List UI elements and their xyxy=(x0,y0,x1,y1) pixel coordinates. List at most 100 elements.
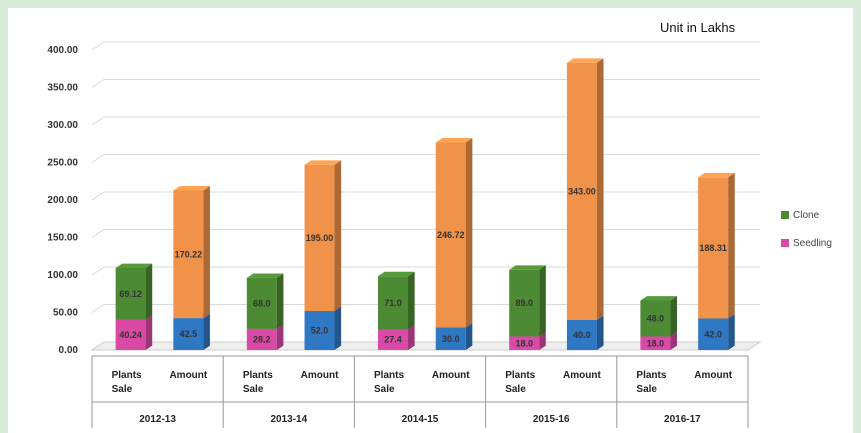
subcategory-label: Plants xyxy=(374,370,404,381)
amount-high-bar-side xyxy=(728,172,735,319)
gridline-depth xyxy=(91,191,105,201)
subcategory-label: Sale xyxy=(112,384,133,395)
gridline-depth xyxy=(91,304,105,313)
legend-label: Seedling xyxy=(793,238,832,249)
clone-data-label: 68.0 xyxy=(253,298,271,308)
clone-bar-top xyxy=(640,296,678,301)
subcategory-label: Plants xyxy=(112,370,142,381)
amount-low-data-label: 40.0 xyxy=(573,330,591,340)
amount-high-bar xyxy=(173,190,204,319)
subcategory-label: Plants xyxy=(505,370,535,381)
amount-high-bar xyxy=(304,164,335,311)
seedling-bar xyxy=(115,319,146,350)
y-tick-label: 250.00 xyxy=(47,158,78,169)
clone-bar-top xyxy=(509,265,546,270)
seedling-bar xyxy=(509,336,540,350)
subcategory-label: Sale xyxy=(505,384,526,395)
amount-low-data-label: 30.0 xyxy=(442,334,460,344)
subcategory-label: Sale xyxy=(243,384,264,395)
clone-bar-side xyxy=(276,273,284,329)
clone-bar-side xyxy=(145,263,153,320)
subcategory-label: Plants xyxy=(243,370,273,381)
amount-high-data-label: 195.00 xyxy=(306,233,334,243)
amount-high-bar-top xyxy=(698,172,735,178)
amount-low-data-label: 52.0 xyxy=(311,326,329,336)
subcategory-label: Amount xyxy=(563,370,601,381)
amount-low-data-label: 42.5 xyxy=(180,329,198,339)
clone-bar-side xyxy=(670,296,678,337)
gridline-depth xyxy=(91,266,105,276)
subcategory-label: Amount xyxy=(432,370,470,381)
amount-high-data-label: 188.31 xyxy=(699,243,727,253)
clone-bar-top xyxy=(378,271,415,277)
year-label: 2014-15 xyxy=(402,414,439,425)
clone-bar xyxy=(115,267,146,320)
clone-bar xyxy=(378,276,409,330)
amount-high-data-label: 170.22 xyxy=(175,249,203,259)
amount-high-bar-side xyxy=(596,58,604,320)
amount-high-bar xyxy=(566,62,597,320)
amount-high-data-label: 343.00 xyxy=(568,186,596,196)
y-tick-label: 100.00 xyxy=(47,270,78,281)
seedling-data-label: 18.0 xyxy=(647,338,665,348)
y-tick-label: 200.00 xyxy=(47,195,78,206)
amount-low-bar xyxy=(698,318,729,350)
y-tick-label: 150.00 xyxy=(47,233,78,244)
gridline-depth xyxy=(91,229,105,238)
stacked-bar-chart: 0.00 50.00 100.00 150.00 200.00 250.00 300.00 3… xyxy=(47,41,832,428)
amount-low-bar xyxy=(173,318,204,350)
amount-low-bar-side xyxy=(596,315,604,350)
clone-bar-side xyxy=(408,271,415,330)
subcategory-label: Plants xyxy=(636,370,666,381)
subcategory-label: Amount xyxy=(169,370,207,381)
y-tick-label: 0.00 xyxy=(59,345,79,356)
amount-high-bar-side xyxy=(334,160,342,311)
subcategory-label: Amount xyxy=(694,370,732,381)
year-label: 2016-17 xyxy=(664,414,701,425)
seedling-bar-side xyxy=(145,315,153,350)
legend-swatch xyxy=(781,239,789,247)
seedling-bar xyxy=(246,328,277,350)
gridline-depth xyxy=(91,41,105,51)
seedling-bar xyxy=(640,336,671,350)
clone-bar xyxy=(509,269,540,337)
amount-low-bar xyxy=(435,327,466,350)
amount-high-bar-top xyxy=(173,186,210,191)
y-tick-label: 50.00 xyxy=(53,308,78,319)
subcategory-label: Amount xyxy=(301,370,339,381)
gridline-depth xyxy=(91,154,105,163)
unit-note: Unit in Lakhs xyxy=(660,20,736,35)
subcategory-label: Sale xyxy=(374,384,395,395)
seedling-bar-side xyxy=(276,324,284,350)
amount-low-bar-side xyxy=(728,314,735,350)
clone-bar xyxy=(640,300,671,337)
amount-high-bar-top xyxy=(304,160,342,165)
clone-bar-top xyxy=(115,263,153,268)
subcategory-label: Sale xyxy=(636,384,657,395)
clone-bar-side xyxy=(539,265,546,337)
amount-high-bar-top xyxy=(566,58,604,63)
legend-swatch xyxy=(781,211,789,219)
clone-data-label: 71.0 xyxy=(384,298,402,308)
amount-low-data-label: 42.0 xyxy=(704,329,722,339)
clone-bar xyxy=(246,277,277,329)
year-label: 2015-16 xyxy=(533,414,570,425)
gridline-depth xyxy=(91,79,105,88)
amount-low-bar xyxy=(304,311,335,350)
amount-high-bar xyxy=(698,177,729,319)
seedling-bar-side xyxy=(670,332,678,350)
clone-data-label: 69.12 xyxy=(119,289,142,299)
seedling-bar-side xyxy=(539,332,546,350)
amount-low-bar-side xyxy=(334,306,342,350)
amount-high-bar-side xyxy=(465,138,473,328)
seedling-data-label: 40.24 xyxy=(119,330,142,340)
amount-low-bar-side xyxy=(465,323,473,350)
y-tick-label: 400.00 xyxy=(47,45,78,56)
legend-label: Clone xyxy=(793,210,820,221)
amount-high-bar-top xyxy=(435,138,473,143)
y-tick-label: 350.00 xyxy=(47,83,78,94)
chart-frame: Unit in Lakhs 0.00 50.00 100.00 150.00 200.0… xyxy=(8,8,853,433)
seedling-bar-side xyxy=(408,325,415,350)
seedling-data-label: 18.0 xyxy=(515,338,533,348)
amount-high-bar-side xyxy=(203,186,210,319)
